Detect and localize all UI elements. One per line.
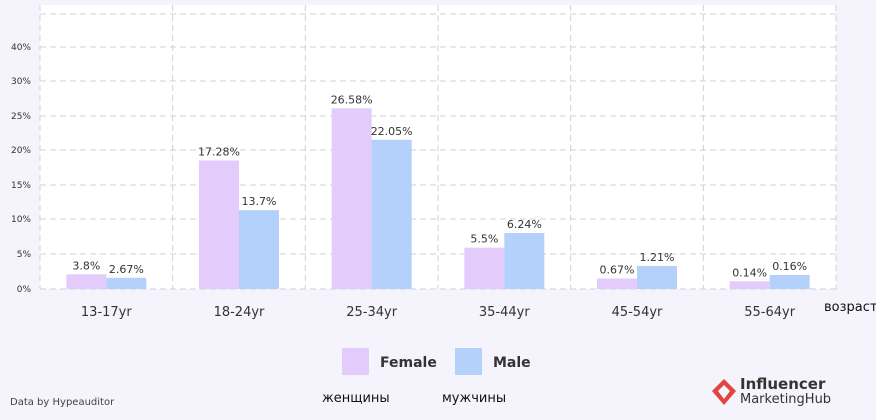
y-tick-label: 5% <box>17 250 32 260</box>
data-label-female-0: 3.8% <box>72 259 100 272</box>
legend-swatch-male <box>455 348 482 375</box>
x-category-label: 18-24yr <box>214 305 265 320</box>
bar-female-2 <box>331 108 372 289</box>
data-label-male-1: 13.7% <box>242 195 277 208</box>
legend-label-female: Female <box>380 355 437 371</box>
y-tick-label: 30% <box>11 77 31 87</box>
y-tick-label: 10% <box>11 215 31 225</box>
bar-male-1 <box>239 210 279 289</box>
data-label-female-5: 0.14% <box>732 266 767 279</box>
y-tick-label: 40% <box>11 43 31 53</box>
data-label-female-1: 17.28% <box>198 146 240 159</box>
female-annotation: женщины <box>322 391 390 406</box>
x-category-label: 45-54yr <box>612 305 663 320</box>
data-label-male-3: 6.24% <box>507 218 542 231</box>
bar-male-2 <box>371 139 412 289</box>
bar-female-1 <box>199 160 239 289</box>
x-category-label: 25-34yr <box>346 305 397 320</box>
bar-male-4 <box>637 265 677 289</box>
bar-female-3 <box>464 247 505 289</box>
y-tick-label: 25% <box>11 112 31 122</box>
brand-line1: Influencer <box>740 375 826 393</box>
bar-male-5 <box>769 275 810 289</box>
data-label-female-4: 0.67% <box>600 264 635 277</box>
brand-line2: MarketingHub <box>740 392 832 407</box>
y-tick-label: 20% <box>11 146 31 156</box>
data-label-male-0: 2.67% <box>109 263 144 276</box>
bar-male-0 <box>106 277 147 289</box>
data-label-female-3: 5.5% <box>470 233 498 246</box>
influencer-marketing-hub-icon <box>712 379 736 405</box>
bar-female-4 <box>597 278 637 289</box>
data-label-male-4: 1.21% <box>640 251 675 264</box>
data-label-male-2: 22.05% <box>371 125 413 138</box>
age-annotation: возраст <box>824 300 876 315</box>
x-category-label: 35-44yr <box>479 305 530 320</box>
data-source: Data by Hypeauditor <box>10 397 115 408</box>
data-label-female-2: 26.58% <box>331 93 373 106</box>
male-annotation: мужчины <box>442 391 507 406</box>
y-tick-label: 0% <box>17 285 32 295</box>
x-category-label: 13-17yr <box>81 305 132 320</box>
legend-label-male: Male <box>493 355 531 371</box>
brand-logo: Influencer MarketingHub <box>712 375 842 411</box>
bar-female-5 <box>729 281 770 289</box>
bar-male-3 <box>504 233 545 289</box>
bar-female-0 <box>66 274 107 289</box>
x-category-label: 55-64yr <box>744 305 795 320</box>
data-label-male-5: 0.16% <box>772 260 807 273</box>
y-tick-label: 15% <box>11 181 31 191</box>
legend-swatch-female <box>342 348 369 375</box>
